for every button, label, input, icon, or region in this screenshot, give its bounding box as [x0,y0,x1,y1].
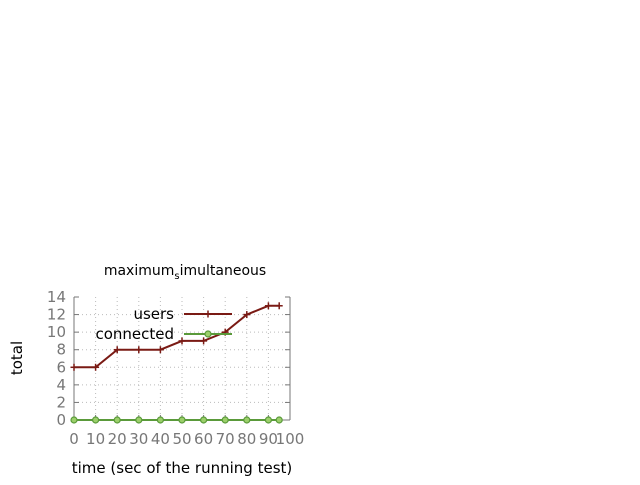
data-point-users [92,363,100,371]
x-tick-label: 90 [259,430,278,448]
data-point-users [70,363,78,371]
data-point-users [135,346,143,354]
x-tick-label: 20 [108,430,127,448]
y-tick-label: 2 [56,393,66,411]
y-tick-label: 0 [56,411,66,429]
data-point-connected [135,416,143,424]
x-tick-label: 60 [194,430,213,448]
y-tick-label: 4 [56,376,66,394]
chart-title-rest: imultaneous [180,263,267,279]
x-tick-label: 80 [237,430,256,448]
legend-marker-connected [204,330,212,338]
data-point-users [243,311,251,319]
x-tick-label: 30 [129,430,148,448]
chart-title: maximumsimultaneous [104,263,266,282]
x-tick-label: 0 [69,430,79,448]
y-tick-label: 12 [47,306,66,324]
data-point-connected [264,416,272,424]
x-tick-label: 70 [216,430,235,448]
legend: users connected [95,305,232,343]
data-point-users [200,337,208,345]
x-tick-label: 10 [86,430,105,448]
data-point-users [275,302,283,310]
series-connected [70,416,283,424]
legend-label-connected: connected [95,325,174,343]
series-users [70,302,283,371]
data-point-users [264,302,272,310]
data-point-users [178,337,186,345]
x-tick-label: 50 [172,430,191,448]
y-axis-title: total [8,341,26,375]
data-point-connected [70,416,78,424]
y-tick-label: 8 [56,341,66,359]
data-point-users [113,346,121,354]
data-point-connected [221,416,229,424]
data-point-connected [275,416,283,424]
legend-marker-users [204,310,212,318]
data-point-connected [91,416,100,424]
y-tick-label: 10 [47,323,66,341]
data-point-connected [243,416,251,424]
data-point-users [156,346,164,354]
legend-label-users: users [133,305,174,323]
data-point-connected [113,416,121,424]
series-layer [70,302,283,424]
y-tick-label: 14 [47,288,66,306]
chart-title-subscript: s [174,271,179,282]
x-tick-label: 100 [276,430,305,448]
y-tick-label: 6 [56,358,66,376]
x-tick-label: 40 [151,430,170,448]
data-point-connected [178,416,186,424]
data-point-connected [200,416,208,424]
data-point-connected [156,416,164,424]
chart-title-main: maximum [104,263,175,279]
x-axis-title: time (sec of the running test) [72,459,293,477]
